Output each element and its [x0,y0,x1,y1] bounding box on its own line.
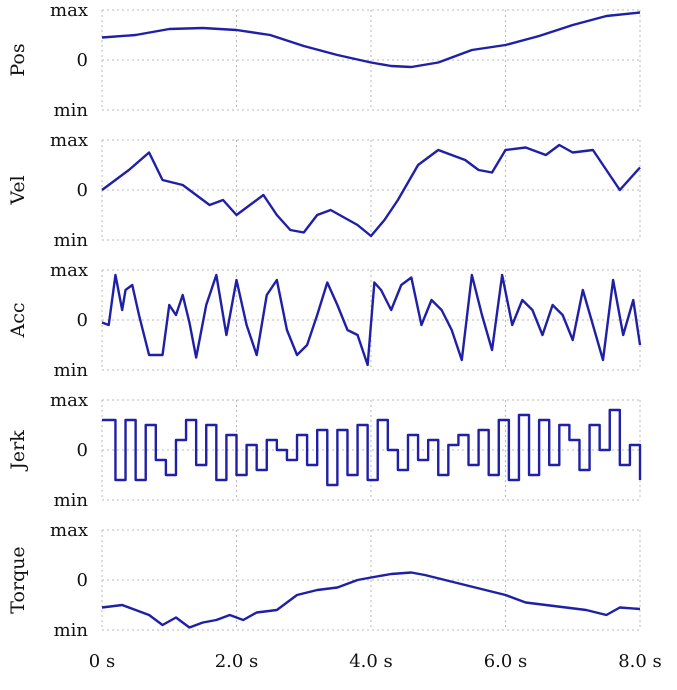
series-line-vel [101,143,641,238]
y-axis-label-jerk: Jerk [7,430,29,472]
x-tick-label: 8.0 s [618,651,662,672]
y-tick-label: min [54,360,89,381]
y-tick-label: max [50,390,88,411]
x-tick-label: 6.0 s [484,651,528,672]
x-tick-label: 0 s [89,651,115,672]
y-tick-label: min [54,620,89,641]
y-axis-label-acc: Acc [7,302,29,338]
series-line-jerk [102,408,642,487]
y-tick-label: min [54,230,89,251]
y-tick-label: 0 [77,570,88,591]
y-tick-label: min [54,490,89,511]
y-axis-label-torque: Torque [7,546,29,613]
y-axis-label-pos: Pos [7,43,29,76]
y-tick-label: 0 [77,440,88,461]
series-line-torque [101,571,641,629]
y-tick-label: max [50,130,88,151]
series-line-pos [101,11,641,69]
y-tick-label: max [50,520,88,541]
y-axis-label-vel: Vel [7,175,29,205]
y-tick-label: 0 [77,180,88,201]
x-tick-label: 2.0 s [215,651,259,672]
y-tick-label: max [50,260,88,281]
x-tick-label: 4.0 s [349,651,393,672]
y-tick-label: 0 [77,310,88,331]
y-tick-label: 0 [77,50,88,71]
series-line-acc [101,273,642,367]
y-tick-label: max [50,0,88,21]
y-tick-label: min [54,100,89,121]
